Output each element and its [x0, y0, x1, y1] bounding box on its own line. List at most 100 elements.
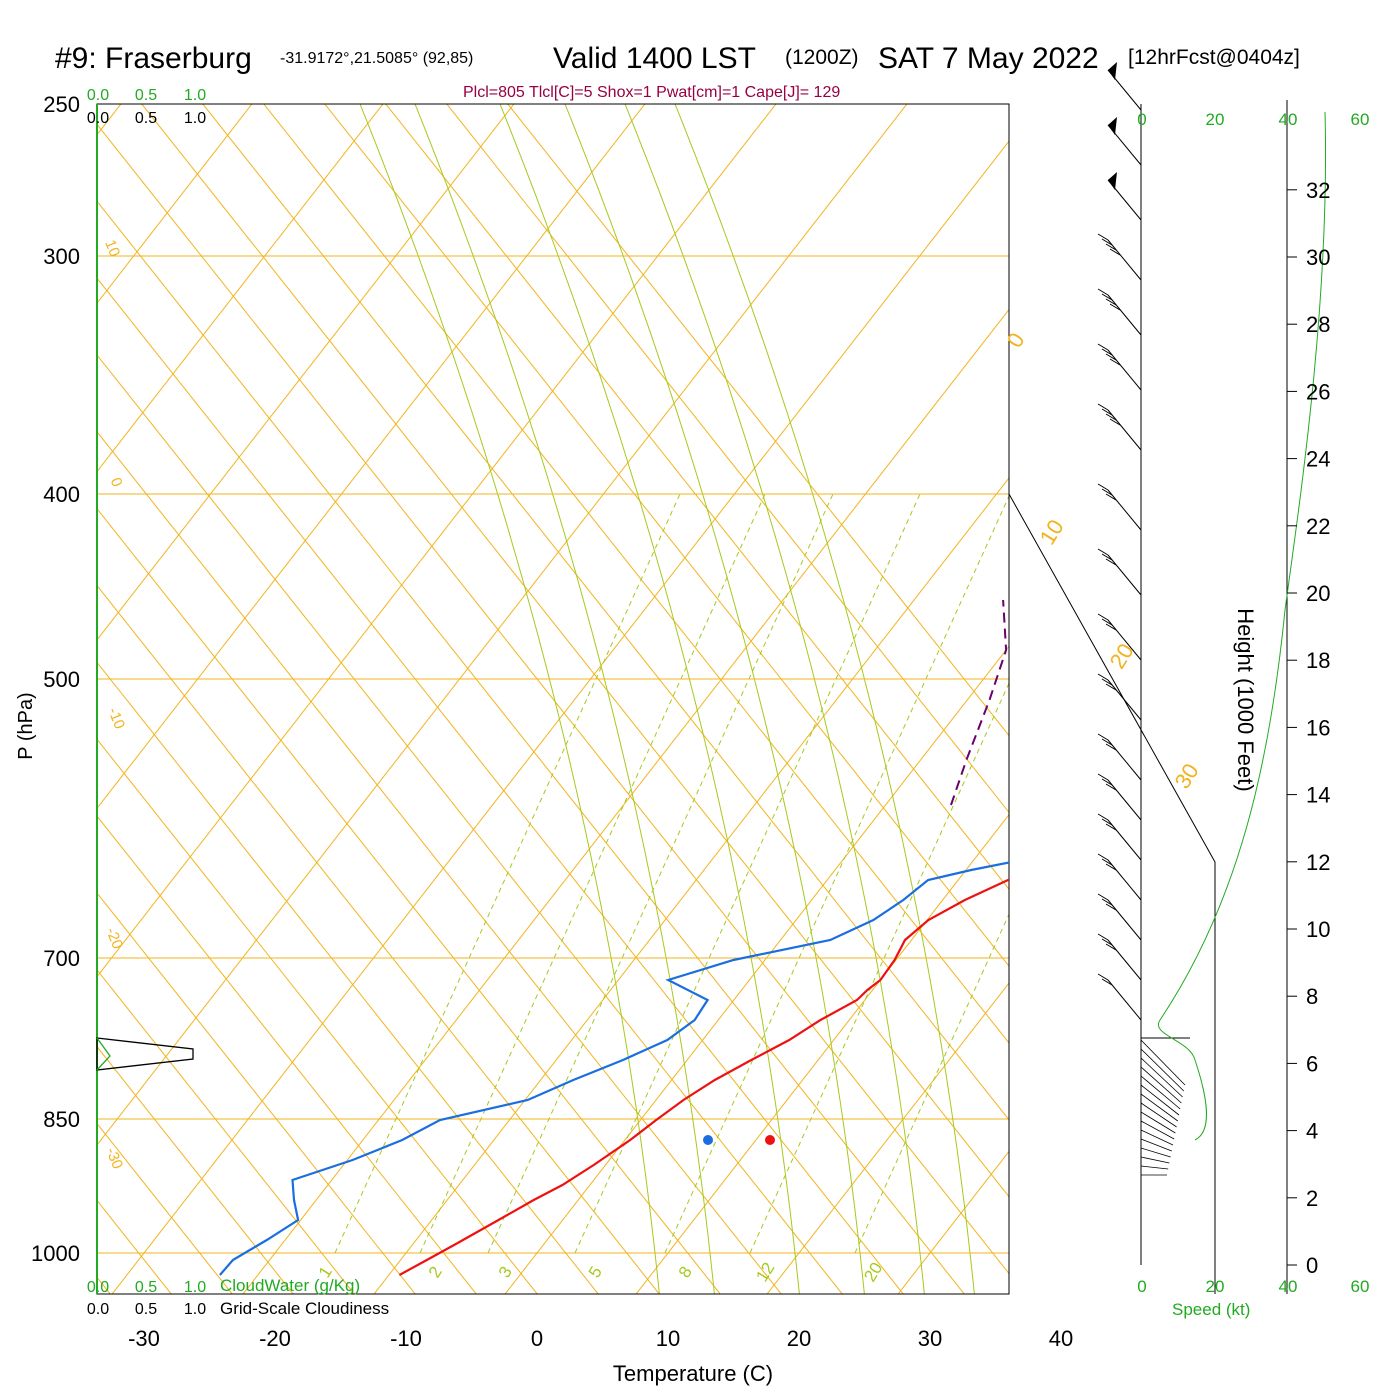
wind-barb: [1140, 1129, 1174, 1146]
speed-tick-top: 20: [1206, 110, 1225, 129]
wind-barb: [1140, 1084, 1180, 1116]
wind-barb: [1140, 1057, 1183, 1098]
wind-feather: [1101, 858, 1113, 866]
wind-feather: [1101, 678, 1113, 686]
mixing-ratio-line: [664, 494, 1009, 1254]
indices-line: Plcl=805 Tlcl[C]=5 Shox=1 Pwat[cm]=1 Cap…: [463, 84, 840, 101]
isotherm: [242, 308, 1009, 1294]
height-tick-label: 14: [1306, 783, 1330, 808]
wind-barb: [1107, 739, 1142, 781]
plot-frame: [96, 100, 1288, 1295]
wind-barb: [1107, 819, 1142, 861]
dewpoint-profile: [219, 861, 1009, 1276]
wind-barb: [1140, 1048, 1185, 1092]
wind-feather: [1101, 348, 1113, 356]
wind-pennant: [1108, 117, 1117, 135]
wind-barb: [1140, 1102, 1177, 1128]
wind-feather: [1097, 483, 1109, 491]
surface-dewpoint-dot: [703, 1135, 713, 1145]
wind-feather: [1097, 288, 1109, 296]
dry-adiabat: [97, 738, 538, 1294]
axis-labels: -30 -20 -10 0 10 20 30 402503004005007008501000…: [31, 87, 1369, 1351]
moist-adiabat: [359, 104, 660, 1294]
wind-feather: [1105, 743, 1117, 751]
wind-feather: [1097, 853, 1109, 861]
cloudiness-tick-top: 1.0: [184, 110, 206, 127]
forecast-label: [12hrFcst@0404z]: [1128, 46, 1300, 69]
station-title: #9: Fraserburg: [55, 42, 252, 75]
cloudwater-tick-bottom: 0.0: [87, 1279, 109, 1296]
wind-feather: [1109, 358, 1121, 366]
isotherm: [97, 104, 646, 810]
wind-barb: [1107, 939, 1142, 981]
isotherm: [97, 104, 384, 473]
speed-tick-bottom: 20: [1206, 1277, 1225, 1296]
isotherm-label: 0: [107, 475, 126, 489]
wind-feather: [1101, 738, 1113, 746]
cloudiness-tick-bottom: 0.5: [135, 1301, 157, 1318]
isotherm: [97, 104, 122, 136]
height-tick-label: 28: [1306, 312, 1330, 337]
isotherm: [0, 40, 40, 1300]
wind-feather: [1097, 893, 1109, 901]
wind-barb: [1107, 679, 1142, 721]
wind-barb: [1107, 489, 1142, 531]
wind-feather: [1101, 618, 1113, 626]
dry-adiabat: [97, 354, 843, 1294]
cloudwater-title: CloudWater (g/Kg): [220, 1276, 360, 1295]
wind-feather: [1101, 938, 1113, 946]
dry-adiabat: [97, 507, 721, 1294]
dry-adiabat: [202, 104, 1009, 1121]
speed-tick-bottom: 40: [1279, 1277, 1298, 1296]
moist-adiabat: [499, 104, 800, 1294]
cloudwater-tick-top: 0.5: [135, 87, 157, 104]
isotherm: [373, 477, 1009, 1294]
cloudwater-wedge: [96, 1037, 111, 1071]
height-tick-label: 26: [1306, 379, 1330, 404]
dry-adiabat: [446, 104, 1009, 814]
valid-time: Valid 1400 LST: [553, 42, 756, 75]
isotherm-label: 0: [1002, 328, 1030, 352]
wind-feather: [1105, 623, 1117, 631]
wind-barb: [1140, 1156, 1170, 1164]
dry-adiabat: [97, 892, 416, 1294]
mixing-ratio-label: 2: [425, 1263, 446, 1281]
wind-barb: [1107, 349, 1142, 391]
wind-feather: [1105, 943, 1117, 951]
cloudiness-title: Grid-Scale Cloudiness: [220, 1299, 389, 1318]
dry-adiabat: [97, 123, 1009, 1275]
wind-barb: [1107, 979, 1142, 1021]
wind-feather: [1097, 933, 1109, 941]
height-tick-label: 2: [1306, 1186, 1318, 1211]
wind-barb: [1107, 859, 1142, 901]
dry-adiabat: [507, 104, 1009, 737]
wind-speed-profile: [1157, 111, 1327, 1141]
surface-temperature-dot: [765, 1135, 775, 1145]
pressure-tick-label: 850: [43, 1107, 80, 1132]
height-tick-label: 30: [1306, 245, 1330, 270]
wind-feather: [1097, 773, 1109, 781]
wind-barb: [1107, 239, 1142, 281]
x-tick-label: 40: [1049, 1326, 1073, 1351]
speed-tick-top: 0: [1137, 110, 1146, 129]
x-tick-label: 30: [918, 1326, 942, 1351]
wind-feather: [1097, 673, 1109, 681]
station-coords: -31.9172°,21.5085° (92,85): [280, 50, 473, 67]
dry-adiabat: [97, 815, 477, 1294]
isotherm: [97, 104, 777, 978]
height-tick-label: 6: [1306, 1051, 1318, 1076]
speed-tick-bottom: 60: [1351, 1277, 1370, 1296]
wind-barb: [1140, 1165, 1169, 1170]
wind-barb: [1107, 554, 1142, 596]
isotherm-label: 10: [1035, 515, 1069, 549]
wind-panel-border: [1008, 493, 1216, 1294]
dry-adiabat: [97, 277, 904, 1294]
wind-feather: [1109, 303, 1121, 311]
height-tick-label: 18: [1306, 648, 1330, 673]
mixing-ratio-line: [749, 681, 1009, 1254]
wind-feather: [1097, 233, 1109, 241]
cloudiness-wedge: [96, 1037, 194, 1071]
dry-adiabat: [97, 661, 599, 1294]
isotherm: [1024, 40, 1400, 1300]
parcel-path: [950, 599, 1008, 806]
